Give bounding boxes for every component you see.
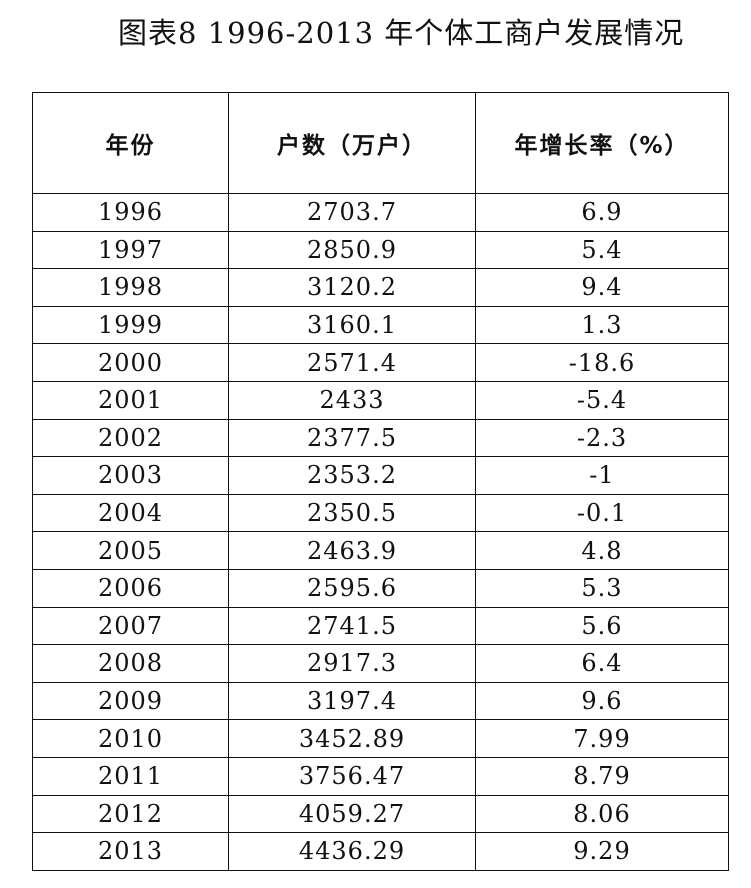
table-row: 2009 3197.4 9.6 — [32, 681, 729, 721]
table-body: 1996 2703.7 6.9 1997 2850.9 5.4 1998 312… — [32, 193, 729, 871]
table-row: 1997 2850.9 5.4 — [32, 230, 729, 270]
table-title: 图表8 1996-2013 年个体工商户发展情况 — [118, 16, 685, 50]
cell-year: 2007 — [32, 606, 229, 646]
cell-year: 2005 — [32, 531, 229, 570]
table-row: 2003 2353.2 -1 — [32, 456, 729, 495]
cell-year: 1996 — [32, 193, 229, 232]
table-row: 2005 2463.9 4.8 — [32, 531, 729, 570]
cell-growth-rate: 4.8 — [475, 531, 729, 570]
cell-growth-rate: 6.9 — [475, 193, 729, 232]
table-row: 2000 2571.4 -18.6 — [32, 343, 729, 382]
cell-year: 2013 — [32, 832, 229, 871]
table-row: 1998 3120.2 9.4 — [32, 268, 729, 307]
cell-households: 2377.5 — [228, 418, 476, 458]
table-row: 2008 2917.3 6.4 — [32, 644, 729, 683]
cell-year: 2000 — [32, 343, 229, 382]
table-row: 2011 3756.47 8.79 — [32, 756, 729, 796]
table-row: 2013 4436.29 9.29 — [32, 832, 729, 871]
cell-households: 4436.29 — [228, 832, 476, 871]
table-row: 1996 2703.7 6.9 — [32, 193, 729, 232]
table-row: 2010 3452.89 7.99 — [32, 719, 729, 758]
cell-growth-rate: 8.06 — [475, 794, 729, 834]
cell-households: 3756.47 — [228, 756, 476, 796]
cell-households: 2595.6 — [228, 568, 476, 608]
cell-year: 2012 — [32, 794, 229, 834]
cell-year: 2010 — [32, 719, 229, 758]
cell-growth-rate: -1 — [475, 456, 729, 495]
cell-year: 2001 — [32, 380, 229, 420]
cell-households: 2850.9 — [228, 230, 476, 270]
cell-households: 2703.7 — [228, 193, 476, 232]
cell-year: 2002 — [32, 418, 229, 458]
table-row: 1999 3160.1 1.3 — [32, 305, 729, 345]
cell-households: 3120.2 — [228, 268, 476, 307]
cell-year: 2011 — [32, 756, 229, 796]
cell-growth-rate: 5.4 — [475, 230, 729, 270]
cell-households: 3197.4 — [228, 681, 476, 721]
table-row: 2004 2350.5 -0.1 — [32, 493, 729, 533]
cell-year: 2006 — [32, 568, 229, 608]
cell-growth-rate: 9.6 — [475, 681, 729, 721]
cell-households: 2571.4 — [228, 343, 476, 382]
cell-year: 1998 — [32, 268, 229, 307]
cell-growth-rate: 5.6 — [475, 606, 729, 646]
table-row: 2002 2377.5 -2.3 — [32, 418, 729, 458]
cell-households: 2353.2 — [228, 456, 476, 495]
cell-year: 1999 — [32, 305, 229, 345]
cell-households: 2463.9 — [228, 531, 476, 570]
header-growth-rate: 年增长率（%） — [475, 92, 729, 194]
cell-growth-rate: -0.1 — [475, 493, 729, 533]
table-row: 2001 2433 -5.4 — [32, 380, 729, 420]
table-row: 2007 2741.5 5.6 — [32, 606, 729, 646]
cell-year: 1997 — [32, 230, 229, 270]
header-row: 年份 户数（万户） 年增长率（%） — [32, 92, 729, 194]
cell-growth-rate: 8.79 — [475, 756, 729, 796]
cell-year: 2008 — [32, 644, 229, 683]
cell-growth-rate: 9.29 — [475, 832, 729, 871]
header-households: 户数（万户） — [228, 92, 476, 194]
cell-growth-rate: 1.3 — [475, 305, 729, 345]
cell-households: 3452.89 — [228, 719, 476, 758]
cell-households: 3160.1 — [228, 305, 476, 345]
cell-year: 2009 — [32, 681, 229, 721]
cell-households: 2741.5 — [228, 606, 476, 646]
header-year: 年份 — [32, 92, 229, 194]
cell-growth-rate: 7.99 — [475, 719, 729, 758]
cell-growth-rate: -5.4 — [475, 380, 729, 420]
cell-year: 2004 — [32, 493, 229, 533]
cell-households: 4059.27 — [228, 794, 476, 834]
table-row: 2006 2595.6 5.3 — [32, 568, 729, 608]
cell-households: 2350.5 — [228, 493, 476, 533]
cell-growth-rate: 6.4 — [475, 644, 729, 683]
cell-households: 2433 — [228, 380, 476, 420]
cell-growth-rate: 9.4 — [475, 268, 729, 307]
cell-year: 2003 — [32, 456, 229, 495]
cell-growth-rate: -2.3 — [475, 418, 729, 458]
data-table: 年份 户数（万户） 年增长率（%） 1996 2703.7 6.9 1997 2… — [32, 92, 729, 871]
table-row: 2012 4059.27 8.06 — [32, 794, 729, 834]
cell-growth-rate: -18.6 — [475, 343, 729, 382]
cell-households: 2917.3 — [228, 644, 476, 683]
cell-growth-rate: 5.3 — [475, 568, 729, 608]
